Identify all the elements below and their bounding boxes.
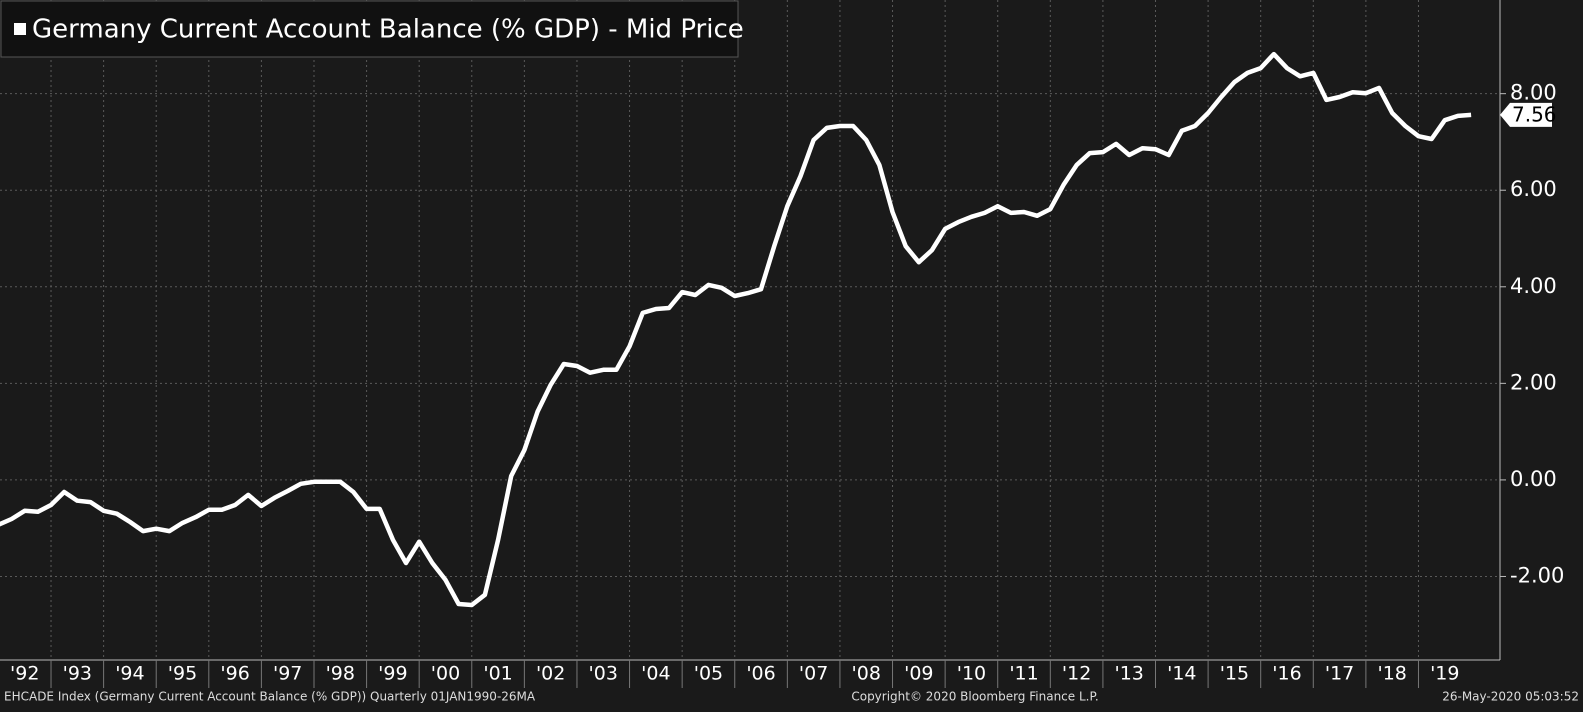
legend: Germany Current Account Balance (% GDP) … <box>0 0 744 58</box>
x-tick-label: '01 <box>483 663 512 685</box>
x-tick-label: '98 <box>326 663 355 685</box>
last-value-callout <box>1500 102 1552 127</box>
x-tick-label: '05 <box>694 663 723 685</box>
footer-left: EHCADE Index (Germany Current Account Ba… <box>4 690 536 704</box>
last-value-label: 7.56 <box>1512 102 1557 126</box>
y-tick-label: 0.00 <box>1510 467 1557 491</box>
data-line <box>0 51 1472 608</box>
y-tick-label: -2.00 <box>1510 563 1564 587</box>
x-tick-label: '02 <box>536 663 565 685</box>
x-tick-label: '06 <box>746 663 775 685</box>
legend-swatch <box>14 23 26 35</box>
x-tick-label: '14 <box>1167 663 1196 685</box>
x-tick-label: '16 <box>1272 663 1301 685</box>
x-tick-label: '93 <box>63 663 92 685</box>
x-tick-label: '03 <box>589 663 618 685</box>
x-tick-label: '13 <box>1115 663 1144 685</box>
x-tick-label: '96 <box>220 663 249 685</box>
x-tick-label: '09 <box>904 663 933 685</box>
x-tick-label: '95 <box>168 663 197 685</box>
y-tick-label: 8.00 <box>1510 81 1557 105</box>
grid <box>0 0 1500 660</box>
lines <box>0 51 1472 608</box>
x-tick-label: '11 <box>1009 663 1038 685</box>
x-tick-label: '97 <box>273 663 302 685</box>
x-tick-label: '92 <box>10 663 39 685</box>
x-tick-label: '94 <box>115 663 144 685</box>
x-tick-label: '18 <box>1377 663 1406 685</box>
x-tick-label: '19 <box>1430 663 1459 685</box>
x-tick-label: '08 <box>852 663 881 685</box>
y-tick-label: 2.00 <box>1510 370 1557 394</box>
footer-center: Copyright© 2020 Bloomberg Finance L.P. <box>851 690 1098 704</box>
x-tick-label: '04 <box>641 663 670 685</box>
x-tick-label: '17 <box>1325 663 1354 685</box>
x-tick-label: '99 <box>378 663 407 685</box>
footer-right: 26-May-2020 05:03:52 <box>1442 690 1579 704</box>
x-tick-label: '12 <box>1062 663 1091 685</box>
legend-label: Germany Current Account Balance (% GDP) … <box>32 15 744 45</box>
legend-box <box>0 0 739 58</box>
x-tick-label: '07 <box>799 663 828 685</box>
x-tick-label: '10 <box>957 663 986 685</box>
y-tick-label: 6.00 <box>1510 177 1557 201</box>
y-tick-label: 4.00 <box>1510 274 1557 298</box>
x-tick-label: '15 <box>1220 663 1249 685</box>
x-tick-label: '00 <box>431 663 460 685</box>
